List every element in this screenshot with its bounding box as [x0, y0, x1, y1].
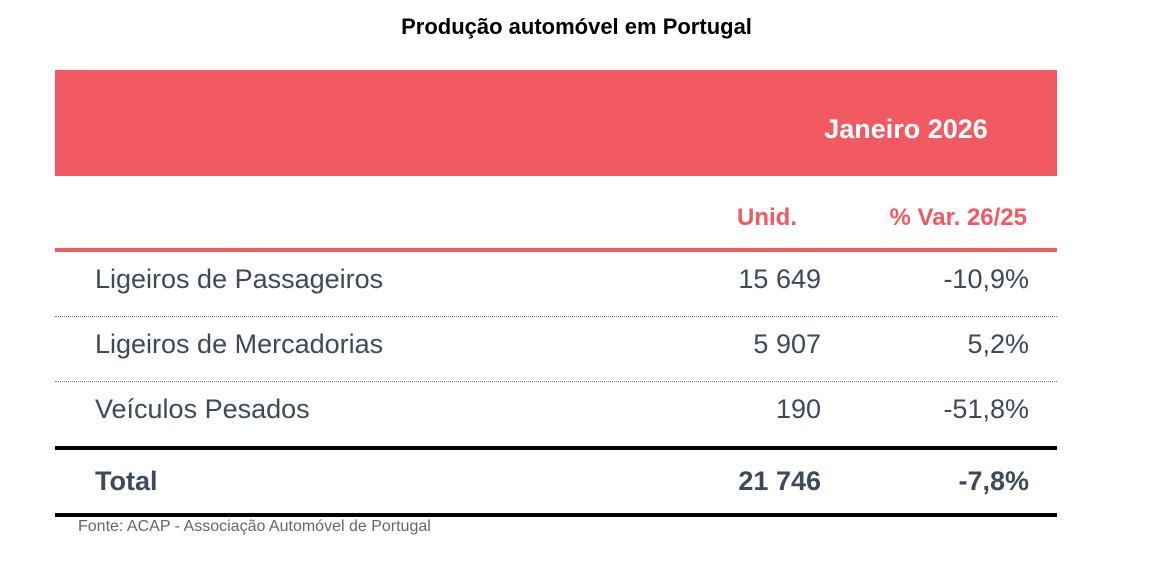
row-unid-value: 15 649 [738, 264, 821, 294]
period-label: Janeiro 2026 [824, 114, 988, 144]
row-label: Ligeiros de Passageiros [95, 264, 384, 294]
table-row: Veículos Pesados 190 -51,8% [55, 382, 1057, 450]
row-var-value: 5,2% [967, 329, 1029, 359]
row-var-value: -10,9% [943, 264, 1029, 294]
row-var-value: -51,8% [943, 394, 1029, 424]
table-row: Ligeiros de Mercadorias 5 907 5,2% [55, 317, 1057, 382]
column-header-var: % Var. 26/25 [889, 204, 1027, 231]
column-header-row: Unid. % Var. 26/25 [55, 176, 1057, 252]
table-row: Ligeiros de Passageiros 15 649 -10,9% [55, 252, 1057, 317]
total-row: Total 21 746 -7,8% [55, 450, 1057, 517]
total-unid-value: 21 746 [738, 466, 821, 496]
row-label: Veículos Pesados [95, 394, 310, 424]
row-unid-value: 190 [775, 394, 821, 424]
total-var-value: -7,8% [958, 466, 1029, 496]
production-table: Janeiro 2026 Unid. % Var. 26/25 Ligeiros… [55, 70, 1057, 517]
row-label: Ligeiros de Mercadorias [95, 329, 384, 359]
total-label: Total [95, 466, 158, 496]
source-note: Fonte: ACAP - Associação Automóvel de Po… [78, 518, 431, 535]
period-header-band: Janeiro 2026 [55, 70, 1057, 176]
table-title: Produção automóvel em Portugal [401, 14, 752, 39]
row-unid-value: 5 907 [753, 329, 821, 359]
column-header-unid: Unid. [737, 204, 797, 231]
